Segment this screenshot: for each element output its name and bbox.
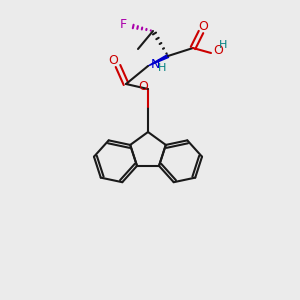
Text: O: O	[213, 44, 223, 58]
Text: N: N	[151, 58, 160, 70]
Text: H: H	[219, 40, 227, 50]
Polygon shape	[148, 55, 169, 66]
Text: O: O	[108, 55, 118, 68]
Text: F: F	[119, 17, 127, 31]
Text: O: O	[198, 20, 208, 32]
Text: H: H	[158, 63, 166, 73]
Text: O: O	[138, 80, 148, 92]
